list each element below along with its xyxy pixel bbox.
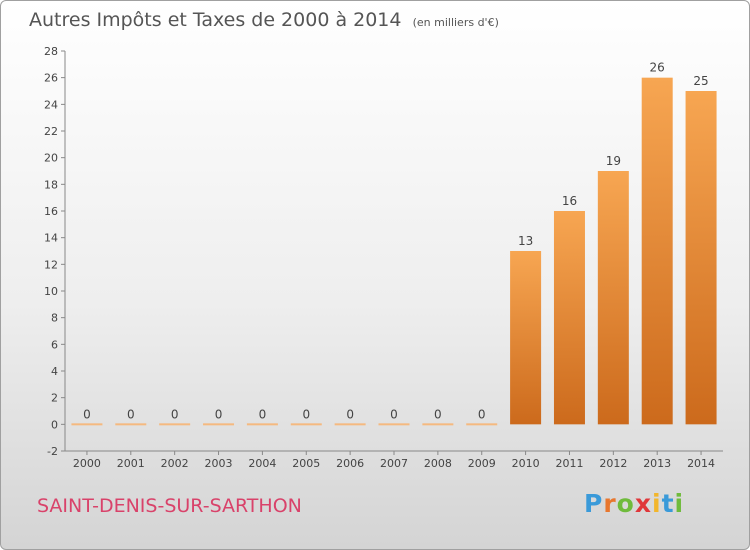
x-tick-label: 2013 bbox=[643, 457, 671, 470]
bar bbox=[378, 423, 410, 426]
bar-value-label: 0 bbox=[434, 407, 442, 421]
x-tick-label: 2014 bbox=[687, 457, 715, 470]
bar bbox=[115, 423, 147, 426]
bar bbox=[466, 423, 498, 426]
y-tick-label: 8 bbox=[51, 312, 58, 325]
bar-value-label: 0 bbox=[83, 407, 91, 421]
y-tick-label: 22 bbox=[44, 125, 58, 138]
x-tick-label: 2002 bbox=[161, 457, 189, 470]
bar bbox=[246, 423, 278, 426]
y-tick-label: 10 bbox=[44, 285, 58, 298]
bar-value-label: 0 bbox=[478, 407, 486, 421]
bar bbox=[597, 171, 629, 425]
x-tick-label: 2009 bbox=[468, 457, 496, 470]
y-tick-label: 20 bbox=[44, 152, 58, 165]
logo-letter: o bbox=[616, 489, 635, 518]
logo-letter: P bbox=[584, 489, 604, 518]
y-tick-label: -2 bbox=[47, 445, 58, 458]
bar-value-label: 0 bbox=[390, 407, 398, 421]
bar-value-label: 0 bbox=[259, 407, 267, 421]
x-tick-label: 2012 bbox=[599, 457, 627, 470]
bar-value-label: 19 bbox=[606, 154, 621, 168]
chart-unit: (en milliers d'€) bbox=[412, 16, 499, 29]
bar bbox=[159, 423, 191, 426]
logo-letter: r bbox=[603, 489, 617, 518]
logo-letter: i bbox=[652, 489, 662, 518]
x-tick-label: 2005 bbox=[292, 457, 320, 470]
chart-title: Autres Impôts et Taxes de 2000 à 2014 (e… bbox=[29, 9, 499, 31]
x-tick-label: 2006 bbox=[336, 457, 364, 470]
x-tick-label: 2003 bbox=[205, 457, 233, 470]
logo-letter: i bbox=[674, 489, 685, 518]
y-tick-label: 28 bbox=[44, 45, 58, 58]
bar-value-label: 0 bbox=[215, 407, 223, 421]
bar-value-label: 26 bbox=[650, 61, 665, 75]
y-tick-label: 14 bbox=[44, 232, 58, 245]
y-tick-label: 18 bbox=[44, 178, 58, 191]
town-name: SAINT-DENIS-SUR-SARTHON bbox=[37, 495, 302, 517]
bar bbox=[203, 423, 235, 426]
bar bbox=[685, 91, 717, 425]
bar bbox=[290, 423, 322, 426]
bar-value-label: 0 bbox=[302, 407, 310, 421]
bar-value-label: 16 bbox=[562, 194, 577, 208]
x-tick-label: 2001 bbox=[117, 457, 145, 470]
bars bbox=[71, 77, 717, 426]
bar-value-label: 13 bbox=[518, 234, 533, 248]
proxiti-logo: Proxiti bbox=[584, 489, 684, 518]
x-tick-label: 2007 bbox=[380, 457, 408, 470]
y-tick-label: 6 bbox=[51, 338, 58, 351]
bar-value-label: 0 bbox=[127, 407, 135, 421]
bar-value-label: 0 bbox=[171, 407, 179, 421]
y-tick-label: 12 bbox=[44, 258, 58, 271]
y-tick-label: 4 bbox=[51, 365, 58, 378]
y-tick-label: 24 bbox=[44, 98, 58, 111]
bar bbox=[422, 423, 454, 426]
y-tick-label: 16 bbox=[44, 205, 58, 218]
bar bbox=[334, 423, 366, 426]
y-tick-label: 0 bbox=[51, 418, 58, 431]
x-tick-label: 2004 bbox=[248, 457, 276, 470]
chart-title-text: Autres Impôts et Taxes de 2000 à 2014 bbox=[29, 9, 402, 31]
x-tick-label: 2011 bbox=[555, 457, 583, 470]
bar bbox=[641, 77, 673, 425]
data-labels: 0 0 0 0 0 0 0 0 0 0 13 16 19 26 25 bbox=[83, 61, 709, 422]
bar bbox=[71, 423, 103, 426]
x-tick-label: 2000 bbox=[73, 457, 101, 470]
bar bbox=[553, 211, 585, 425]
x-tick-label: 2010 bbox=[512, 457, 540, 470]
bar-value-label: 0 bbox=[346, 407, 354, 421]
bar bbox=[510, 251, 542, 425]
logo-letter: x bbox=[634, 489, 652, 518]
logo-letter: t bbox=[661, 489, 675, 518]
y-tick-label: 2 bbox=[51, 392, 58, 405]
y-tick-label: 26 bbox=[44, 72, 58, 85]
bar-value-label: 25 bbox=[693, 74, 708, 88]
x-tick-label: 2008 bbox=[424, 457, 452, 470]
